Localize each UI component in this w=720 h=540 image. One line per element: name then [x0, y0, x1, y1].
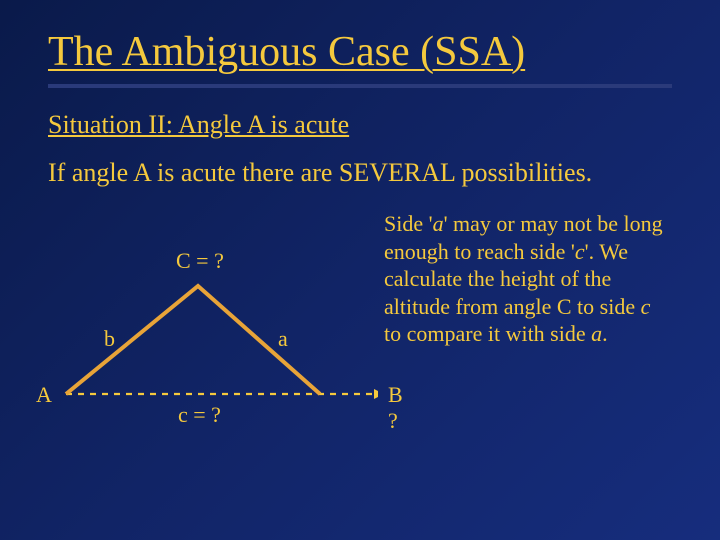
label-side-a: a: [278, 326, 288, 352]
label-c-angle: C = ?: [176, 248, 224, 274]
label-side-c: c = ?: [178, 402, 221, 428]
content-row: C = ? b a A c = ? B ? Side 'a' may or ma…: [48, 206, 672, 436]
slide-body: If angle A is acute there are SEVERAL po…: [48, 158, 672, 188]
label-side-b: b: [104, 326, 115, 352]
label-angle-a: A: [36, 382, 52, 408]
explain-part-3: c: [575, 239, 585, 264]
explain-part-0: Side ': [384, 211, 433, 236]
explain-part-7: a: [591, 321, 602, 346]
explain-part-6: to compare it with side: [384, 321, 591, 346]
label-angle-b: B ?: [388, 382, 403, 434]
title-underline: [48, 84, 672, 88]
slide-subtitle: Situation II: Angle A is acute: [48, 110, 672, 140]
arrow-head: [374, 389, 378, 399]
explain-part-8: .: [602, 321, 608, 346]
explain-part-1: a: [433, 211, 444, 236]
slide: The Ambiguous Case (SSA) Situation II: A…: [0, 0, 720, 540]
slide-title: The Ambiguous Case (SSA): [48, 28, 672, 76]
explain-part-5: c: [641, 294, 651, 319]
explain-text: Side 'a' may or may not be long enough t…: [378, 206, 672, 348]
triangle-diagram: C = ? b a A c = ? B ?: [48, 206, 378, 436]
